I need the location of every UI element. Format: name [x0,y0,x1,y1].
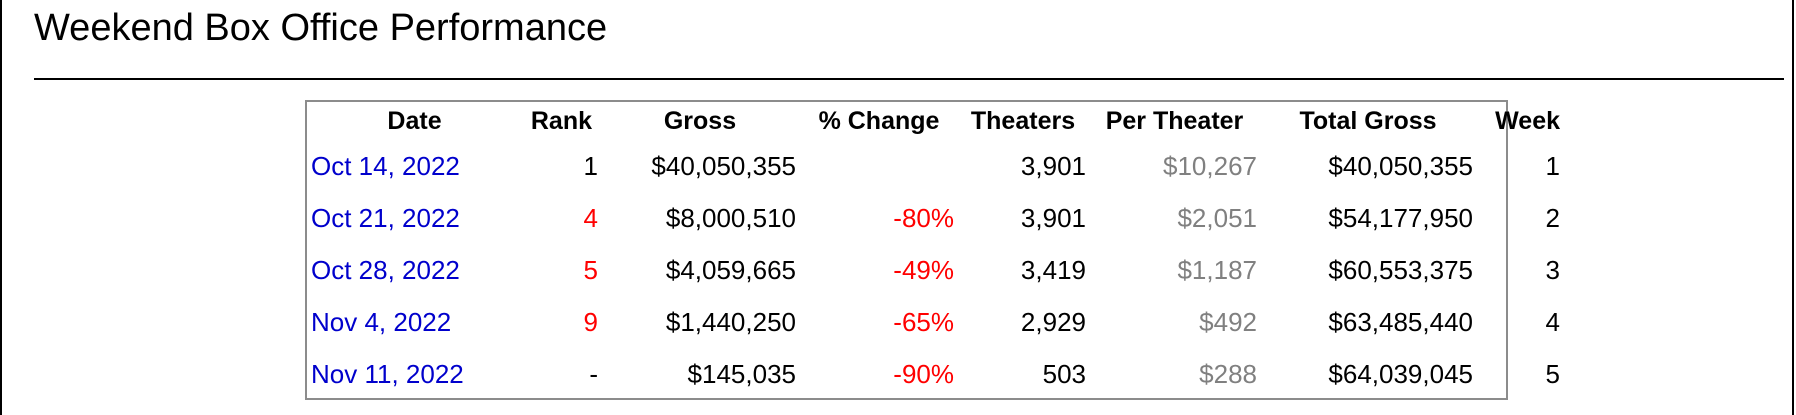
header-week: Week [1495,106,1560,135]
date-link[interactable]: Nov 4, 2022 [311,306,452,337]
table-row: Nov 4, 2022 9 $1,440,250 -65% 2,929 $492… [307,296,1564,348]
week-cell: 3 [1545,254,1560,285]
per-theater-cell: $492 [1199,306,1257,337]
per-theater-cell: $288 [1199,358,1257,389]
total-gross-cell: $40,050,355 [1328,150,1473,181]
header-rank: Rank [530,106,592,135]
change-cell: -65% [893,306,954,337]
date-cell: Oct 28, 2022 [307,244,518,296]
header-gross: Gross [663,106,737,135]
theaters-cell: 3,901 [1020,202,1086,233]
week-cell: 5 [1545,358,1560,389]
date-cell: Nov 11, 2022 [307,348,518,400]
box-office-table-container: Date Rank Gross % Change Theaters Per Th… [305,100,1560,400]
change-cell: -90% [893,358,954,389]
date-link[interactable]: Nov 11, 2022 [311,358,464,389]
title-divider [34,78,1784,80]
rank-cell: - [589,358,598,389]
theaters-cell: 2,929 [1020,306,1086,337]
date-cell: Oct 21, 2022 [307,192,518,244]
header-per-theater: Per Theater [1105,106,1244,135]
rank-cell: 1 [583,150,598,181]
rank-cell: 5 [583,254,598,285]
theaters-cell: 3,901 [1020,150,1086,181]
total-gross-cell: $64,039,045 [1328,358,1473,389]
week-cell: 2 [1545,202,1560,233]
table-row: Oct 28, 2022 5 $4,059,665 -49% 3,419 $1,… [307,244,1564,296]
date-cell: Nov 4, 2022 [307,296,518,348]
change-cell: -49% [893,254,954,285]
gross-cell: $1,440,250 [665,306,796,337]
gross-cell: $8,000,510 [665,202,796,233]
header-total-gross: Total Gross [1299,106,1437,135]
date-link[interactable]: Oct 28, 2022 [311,254,460,285]
header-change: % Change [818,106,940,135]
table-row: Nov 11, 2022 - $145,035 -90% 503 $288 $6… [307,348,1564,400]
per-theater-cell: $10,267 [1163,150,1257,181]
total-gross-cell: $63,485,440 [1328,306,1473,337]
per-theater-cell: $2,051 [1177,202,1257,233]
date-link[interactable]: Oct 14, 2022 [311,150,460,181]
table-row: Oct 14, 2022 1 $40,050,355 3,901 $10,267… [307,140,1564,192]
page-title: Weekend Box Office Performance [34,7,608,49]
week-cell: 4 [1545,306,1560,337]
gross-cell: $145,035 [687,358,796,389]
rank-cell: 4 [583,202,598,233]
total-gross-cell: $60,553,375 [1328,254,1473,285]
per-theater-cell: $1,187 [1177,254,1257,285]
theaters-cell: 503 [1042,358,1086,389]
header-theaters: Theaters [970,106,1076,135]
change-cell: -80% [893,202,954,233]
date-link[interactable]: Oct 21, 2022 [311,202,460,233]
total-gross-cell: $54,177,950 [1328,202,1473,233]
table-row: Oct 21, 2022 4 $8,000,510 -80% 3,901 $2,… [307,192,1564,244]
theaters-cell: 3,419 [1020,254,1086,285]
gross-cell: $40,050,355 [651,150,796,181]
header-date: Date [387,106,442,135]
box-office-table: Date Rank Gross % Change Theaters Per Th… [307,102,1564,400]
week-cell: 1 [1545,150,1560,181]
rank-cell: 9 [583,306,598,337]
change-cell [804,140,960,192]
date-cell: Oct 14, 2022 [307,140,518,192]
table-header-row: Date Rank Gross % Change Theaters Per Th… [307,102,1564,140]
gross-cell: $4,059,665 [665,254,796,285]
